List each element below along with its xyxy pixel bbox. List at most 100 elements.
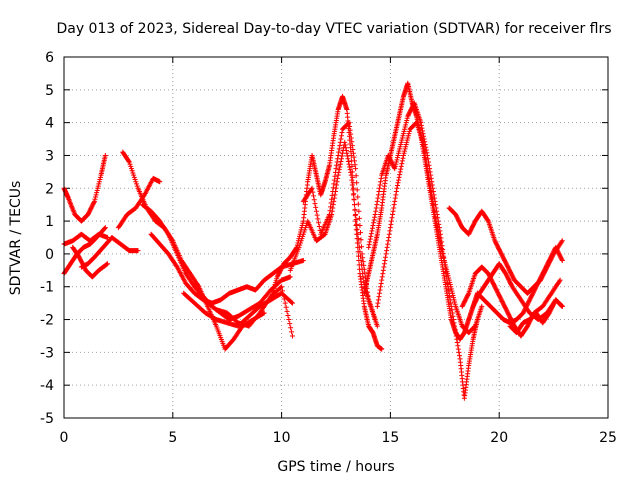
data-point <box>334 162 340 168</box>
data-point <box>441 254 447 260</box>
data-point <box>85 212 91 218</box>
data-point <box>423 147 429 153</box>
data-point <box>404 139 410 145</box>
data-point <box>455 346 461 352</box>
data-point <box>391 164 397 170</box>
data-point <box>388 218 394 224</box>
data-point <box>457 220 463 226</box>
data-point <box>496 245 502 251</box>
data-point <box>287 274 293 280</box>
data-point <box>408 107 414 113</box>
data-point <box>495 289 501 295</box>
data-point <box>337 139 343 145</box>
data-point <box>348 172 354 178</box>
data-points <box>61 80 565 401</box>
data-point <box>424 152 430 158</box>
series-track-1 <box>61 152 108 224</box>
data-point <box>467 228 473 234</box>
data-point <box>97 174 103 180</box>
grid-lines <box>64 57 608 418</box>
data-point <box>533 284 539 290</box>
data-point <box>439 239 445 245</box>
data-point <box>289 333 295 339</box>
data-point <box>395 180 401 186</box>
data-point <box>504 273 510 279</box>
data-point <box>359 244 365 250</box>
data-point <box>522 307 528 313</box>
data-point <box>497 249 503 255</box>
data-point <box>88 206 94 212</box>
data-point <box>403 142 409 148</box>
y-tick-label: 2 <box>45 181 54 197</box>
data-point <box>413 120 419 126</box>
data-point <box>391 205 397 211</box>
data-point <box>507 313 513 319</box>
data-point <box>450 292 456 298</box>
data-point <box>550 302 556 308</box>
data-point <box>427 166 433 172</box>
data-point <box>541 268 547 274</box>
data-point <box>536 277 542 283</box>
data-point <box>503 261 509 267</box>
data-point <box>546 310 552 316</box>
data-point <box>499 299 505 305</box>
data-point <box>473 298 479 304</box>
data-point <box>502 305 508 311</box>
data-point <box>400 131 406 137</box>
data-point <box>347 167 353 173</box>
data-point <box>553 244 559 250</box>
data-point <box>313 208 319 214</box>
data-point <box>555 249 561 255</box>
data-point <box>468 227 474 233</box>
data-point <box>497 248 503 254</box>
data-point <box>424 150 430 156</box>
data-point <box>289 299 295 305</box>
data-point <box>425 159 431 165</box>
data-point <box>361 262 367 268</box>
data-point <box>537 276 543 282</box>
data-point <box>279 264 285 270</box>
series-track-5 <box>78 235 141 270</box>
data-point <box>345 156 351 162</box>
data-point <box>78 257 84 263</box>
data-point <box>336 167 342 173</box>
data-point <box>423 144 429 150</box>
data-point <box>559 303 565 309</box>
data-point <box>289 300 295 306</box>
data-point <box>502 259 508 265</box>
data-point <box>557 252 563 258</box>
data-point <box>330 189 336 195</box>
data-point <box>526 298 532 304</box>
data-point <box>367 236 373 242</box>
data-point <box>278 266 284 272</box>
data-point <box>338 158 344 164</box>
data-point <box>354 221 360 227</box>
data-point <box>288 325 294 331</box>
data-point <box>538 275 544 281</box>
data-point <box>346 158 352 164</box>
data-point <box>351 158 357 164</box>
data-point <box>284 308 290 314</box>
data-point <box>539 272 545 278</box>
data-point <box>392 198 398 204</box>
data-point <box>96 181 102 187</box>
data-point <box>354 187 360 193</box>
data-point <box>559 238 565 244</box>
data-point <box>286 317 292 323</box>
data-point <box>132 177 138 183</box>
data-point <box>385 152 391 158</box>
data-point <box>356 208 362 214</box>
data-point <box>538 274 544 280</box>
data-point <box>375 195 381 201</box>
data-point <box>534 282 540 288</box>
data-point <box>396 174 402 180</box>
data-point <box>346 120 352 126</box>
data-point <box>353 166 359 172</box>
data-point <box>390 208 396 214</box>
data-point <box>130 170 136 176</box>
data-point <box>505 310 511 316</box>
data-point <box>126 159 132 165</box>
data-point <box>400 133 406 139</box>
data-point <box>352 162 358 168</box>
data-point <box>543 264 549 270</box>
